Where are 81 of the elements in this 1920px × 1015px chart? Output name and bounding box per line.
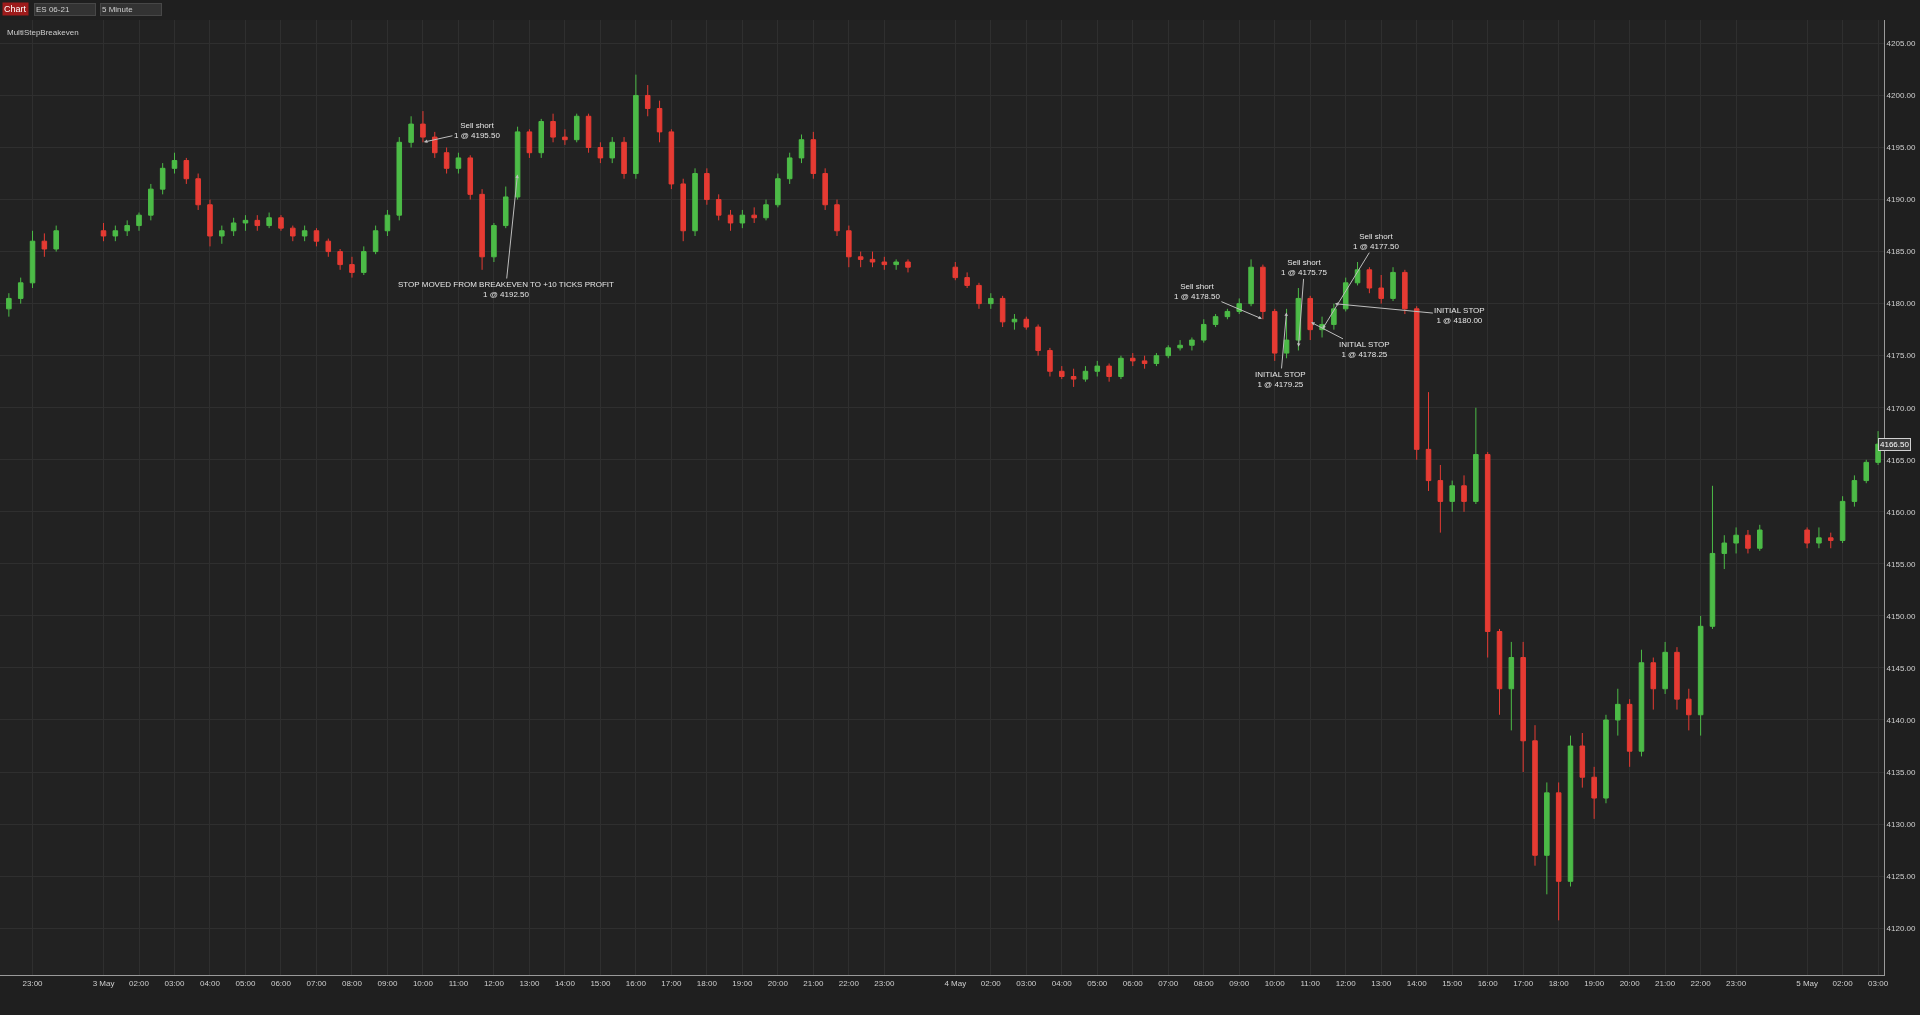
x-tick-label: 4 May bbox=[944, 978, 967, 988]
x-tick-label: 03:00 bbox=[164, 978, 186, 988]
y-tick-label: 4200.00 bbox=[1886, 91, 1917, 101]
annotation: Sell short 1 @ 4195.50 bbox=[454, 121, 501, 141]
x-tick-label: 02:00 bbox=[1832, 978, 1854, 988]
x-tick-label: 06:00 bbox=[1122, 978, 1144, 988]
x-tick-label: 20:00 bbox=[767, 978, 789, 988]
x-tick-label: 02:00 bbox=[980, 978, 1002, 988]
annotation: Sell short 1 @ 4178.50 bbox=[1174, 282, 1221, 302]
y-tick-label: 4190.00 bbox=[1886, 195, 1917, 205]
annotation: INITIAL STOP 1 @ 4180.00 bbox=[1434, 306, 1485, 326]
x-tick-label: 23:00 bbox=[874, 978, 895, 988]
x-tick-label: 13:00 bbox=[519, 978, 540, 988]
x-tick-label: 09:00 bbox=[377, 978, 398, 988]
y-tick-label: 4195.00 bbox=[1886, 143, 1917, 153]
y-tick-label: 4160.00 bbox=[1886, 507, 1917, 517]
annotation: STOP MOVED FROM BREAKEVEN TO +10 TICKS PROFIT 1 @ 4192.50 bbox=[398, 280, 615, 300]
chart-subtitle: 5 Minute bbox=[102, 5, 134, 14]
y-tick-label: 4145.00 bbox=[1886, 663, 1917, 673]
x-tick-label: 10:00 bbox=[1264, 978, 1286, 988]
x-tick-label: 20:00 bbox=[1619, 978, 1641, 988]
x-tick-label: 17:00 bbox=[661, 978, 682, 988]
y-tick-label: 4140.00 bbox=[1886, 715, 1917, 725]
y-tick-label: 4185.00 bbox=[1886, 247, 1917, 257]
x-tick-label: 21:00 bbox=[803, 978, 824, 988]
y-tick-label: 4120.00 bbox=[1886, 923, 1917, 933]
x-tick-label: 3 May bbox=[92, 978, 115, 988]
annotation: Sell short 1 @ 4177.50 bbox=[1353, 232, 1400, 252]
x-tick-label: 15:00 bbox=[590, 978, 611, 988]
x-tick-label: 14:00 bbox=[1406, 978, 1428, 988]
x-tick-label: 14:00 bbox=[554, 978, 576, 988]
annotation: MultiStepBreakeven bbox=[7, 28, 79, 37]
x-tick-label: 05:00 bbox=[1087, 978, 1108, 988]
y-tick-label: 4205.00 bbox=[1886, 39, 1917, 49]
x-tick-label: 11:00 bbox=[448, 978, 469, 988]
x-tick-label: 04:00 bbox=[1051, 978, 1073, 988]
x-tick-label: 16:00 bbox=[625, 978, 647, 988]
x-tick-label: 22:00 bbox=[838, 978, 860, 988]
y-tick-label: 4125.00 bbox=[1886, 871, 1917, 881]
x-tick-label: 23:00 bbox=[1726, 978, 1747, 988]
x-tick-label: 18:00 bbox=[696, 978, 718, 988]
text: Chart bbox=[4, 4, 27, 14]
x-tick-label: 08:00 bbox=[341, 978, 363, 988]
annotation: INITIAL STOP 1 @ 4179.25 bbox=[1255, 370, 1306, 390]
chart-title: ES 06-21 bbox=[36, 5, 70, 14]
x-tick-label: 15:00 bbox=[1442, 978, 1463, 988]
x-tick-label: 11:00 bbox=[1300, 978, 1321, 988]
x-tick-label: 22:00 bbox=[1690, 978, 1712, 988]
x-tick-label: 02:00 bbox=[128, 978, 150, 988]
y-tick-label: 4165.00 bbox=[1886, 455, 1917, 465]
x-tick-label: 04:00 bbox=[199, 978, 221, 988]
annotation: 4166.50 bbox=[1880, 440, 1910, 449]
x-tick-label: 19:00 bbox=[732, 978, 753, 988]
x-tick-label: 18:00 bbox=[1548, 978, 1570, 988]
x-tick-label: 12:00 bbox=[483, 978, 505, 988]
x-tick-label: 03:00 bbox=[1016, 978, 1037, 988]
x-tick-label: 07:00 bbox=[306, 978, 328, 988]
x-tick-label: 08:00 bbox=[1193, 978, 1215, 988]
x-tick-label: 06:00 bbox=[270, 978, 292, 988]
y-tick-label: 4135.00 bbox=[1886, 767, 1917, 777]
x-tick-label: 16:00 bbox=[1477, 978, 1499, 988]
y-tick-label: 4170.00 bbox=[1886, 403, 1917, 413]
x-tick-label: 23:00 bbox=[22, 978, 44, 988]
y-tick-label: 4175.00 bbox=[1886, 351, 1917, 361]
x-tick-label: 17:00 bbox=[1513, 978, 1534, 988]
x-tick-label: 12:00 bbox=[1335, 978, 1357, 988]
x-tick-label: 21:00 bbox=[1655, 978, 1676, 988]
y-tick-label: 4150.00 bbox=[1886, 611, 1917, 621]
x-tick-label: 10:00 bbox=[412, 978, 434, 988]
y-tick-label: 4180.00 bbox=[1886, 299, 1917, 309]
x-tick-label: 09:00 bbox=[1229, 978, 1250, 988]
x-tick-label: 07:00 bbox=[1158, 978, 1179, 988]
x-tick-label: 13:00 bbox=[1371, 978, 1392, 988]
x-tick-label: 05:00 bbox=[235, 978, 257, 988]
x-tick-label: 19:00 bbox=[1584, 978, 1605, 988]
x-tick-label: 03:00 bbox=[1868, 978, 1889, 988]
x-tick-label: 5 May bbox=[1796, 978, 1818, 988]
annotation: INITIAL STOP 1 @ 4178.25 bbox=[1339, 340, 1390, 360]
annotation: Sell short 1 @ 4175.75 bbox=[1281, 258, 1328, 278]
y-tick-label: 4155.00 bbox=[1886, 559, 1917, 569]
y-tick-label: 4130.00 bbox=[1886, 819, 1917, 829]
